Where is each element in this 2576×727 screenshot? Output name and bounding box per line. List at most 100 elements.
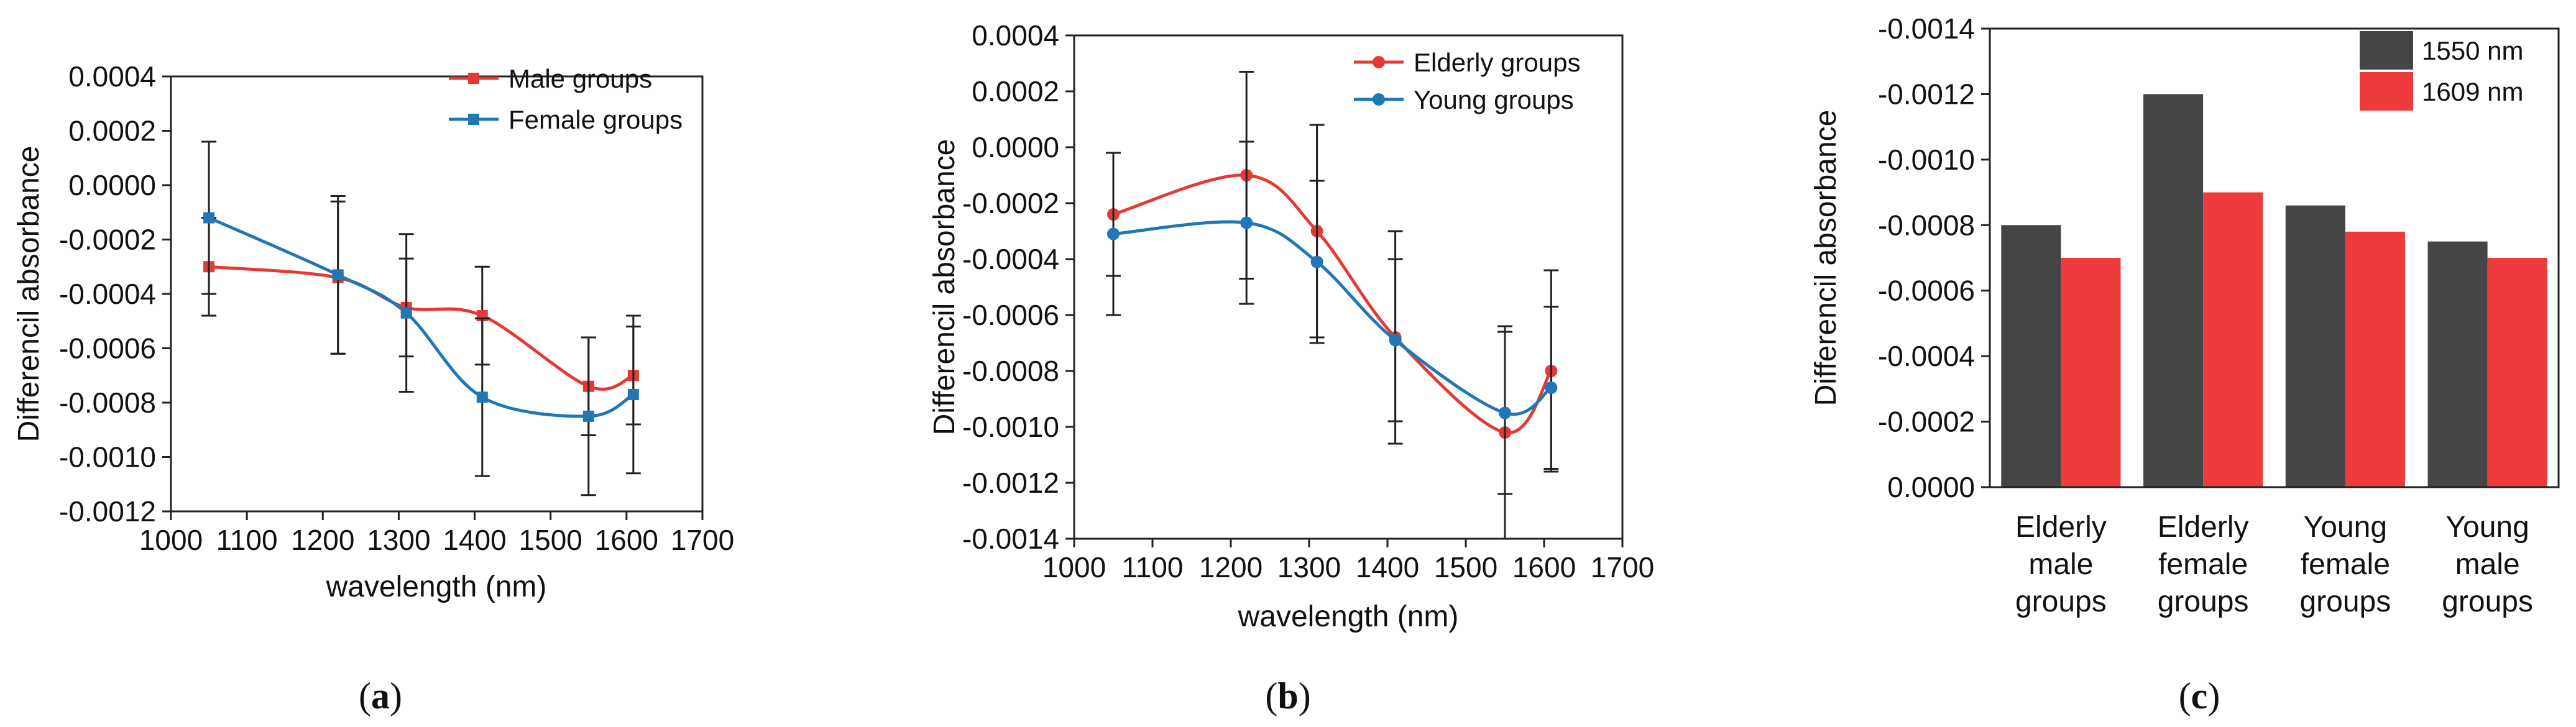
panel-a-y-tick-label: 0.0000 [68, 169, 156, 201]
panel-b-x-tick-label: 1100 [1122, 551, 1184, 583]
panel-c-ylabel: Differencil absorbance [1810, 110, 1842, 406]
panel-a-data-point [400, 307, 412, 319]
panel-a-y-tick-label: -0.0004 [59, 278, 156, 310]
panel-c-bar [2345, 231, 2405, 487]
panel-b-x-tick-label: 1400 [1356, 551, 1419, 583]
panel-c-caption-open: ( [2179, 675, 2191, 716]
panel-a-x-tick-label: 1600 [595, 524, 658, 556]
panel-b-plot-frame [1073, 34, 1624, 540]
panel-b-legend-label-0: Elderly groups [1414, 48, 1580, 77]
panel-c-bar [2143, 94, 2204, 487]
panel-b-caption: (b) [1265, 675, 1310, 716]
panel-a-x-ticks: 1000 1100 1200 1300 1400 1500 1600 1700 [139, 511, 734, 556]
panel-a-data-point [627, 388, 639, 400]
panel-a-y-tick-label: -0.0002 [59, 224, 156, 256]
panel-b-y-tick-label: 0.0002 [972, 75, 1059, 107]
panel-a-y-tick-label: 0.0004 [68, 60, 156, 93]
panel-c-caption-close: ) [2207, 675, 2220, 716]
panel-b-legend: Elderly groups Young groups [1354, 48, 1580, 114]
panel-a-y-ticks: -0.0012 -0.0010 -0.0008 -0.0006 -0.0004 -0.00… [59, 60, 171, 528]
panel-b-data-point [1310, 255, 1323, 268]
panel-b-y-tick-label: 0.0000 [972, 131, 1059, 163]
panel-b-x-tick-label: 1000 [1042, 551, 1106, 583]
panel-a-y-tick-label: -0.0012 [59, 495, 156, 528]
panel-b-y-tick-label: -0.0004 [962, 243, 1059, 275]
panel-c-category-label: female [2158, 548, 2248, 581]
panel-b-caption-open: ( [1265, 675, 1277, 716]
panel-c-y-tick-label: -0.0012 [1878, 78, 1975, 110]
panel-b-legend-label-1: Young groups [1414, 85, 1574, 114]
panel-b-y-tick-label: 0.0004 [972, 19, 1059, 52]
panel-c-caption-letter: c [2191, 675, 2208, 716]
panel-a-x-tick-label: 1300 [367, 524, 430, 556]
panel-b-x-tick-label: 1600 [1512, 551, 1576, 583]
panel-a-series [201, 140, 641, 496]
panel-c-category-label: female [2301, 548, 2390, 581]
panel-b-series-line-0 [1113, 173, 1553, 434]
panel-c-category-label: groups [2299, 585, 2391, 618]
panel-b-y-tick-label: -0.0002 [962, 187, 1059, 219]
panel-a-legend-marker-0 [468, 73, 479, 84]
panel-b-data-point [1107, 227, 1120, 240]
panel-a-x-tick-label: 1400 [443, 524, 506, 556]
panel-a-legend: Male groups Female groups [449, 64, 683, 134]
panel-a-x-tick-label: 1500 [519, 524, 582, 556]
panel-a-data-point [582, 410, 594, 422]
panel-c-caption: (c) [2179, 675, 2220, 716]
panel-a-series-line-1 [208, 216, 635, 418]
panel-c-legend-swatch-1 [2360, 72, 2413, 111]
panel-a-y-tick-label: -0.0006 [59, 332, 156, 365]
panel-c-category-label: male [2455, 548, 2520, 581]
panel-c-legend: 1550 nm 1609 nm [2360, 31, 2523, 111]
panel-b-data-point [1240, 216, 1253, 229]
panel-a-x-tick-label: 1100 [216, 524, 278, 556]
panel-b-legend-marker-1 [1373, 93, 1385, 106]
panel-c-y-tick-label: -0.0002 [1878, 406, 1975, 438]
panel-b-series [1106, 71, 1559, 540]
panel-c-y-ticks: 0.0000 -0.0002 -0.0004 -0.0006 -0.0008 -0.001… [1878, 12, 1990, 503]
panel-c-bar [2427, 241, 2488, 487]
panel-b-x-tick-label: 1500 [1434, 551, 1497, 583]
panel-a-plot-frame [170, 75, 704, 513]
panel-c-x-labels: Elderly male groups Elderly female groups Youn… [2015, 511, 2533, 618]
panel-a-y-tick-label: 0.0002 [68, 115, 156, 147]
panel-b-data-point [1499, 406, 1511, 419]
panel-c-category-label: Elderly [2015, 511, 2107, 544]
panel-c-bar [2487, 258, 2547, 487]
panel-a-data-point [332, 269, 344, 281]
panel-a-y-tick-label: -0.0008 [59, 386, 156, 419]
panel-c-y-tick-label: -0.0008 [1878, 209, 1975, 241]
panel-b-y-tick-label: -0.0014 [962, 523, 1059, 555]
panel-b-y-tick-label: -0.0010 [962, 411, 1059, 443]
panel-b-chart: -0.0014 -0.0012 -0.0010 -0.0008 -0.0006 -0.00… [928, 19, 1654, 633]
panel-b-y-tick-label: -0.0008 [962, 355, 1059, 387]
panel-b-caption-letter: b [1277, 675, 1298, 716]
panel-b-ylabel: Differencil absorbance [928, 139, 961, 436]
panel-c-bar [2061, 258, 2121, 487]
panel-c-bar [2203, 192, 2263, 487]
panel-a-legend-label-0: Male groups [508, 64, 652, 93]
panel-a-data-point [203, 212, 215, 224]
panel-c-bar [2001, 225, 2061, 487]
panel-c-chart: 0.0000 -0.0002 -0.0004 -0.0006 -0.0008 -0.001… [1810, 12, 2560, 618]
panel-c-category-label: groups [2158, 585, 2249, 618]
panel-c-category-label: Young [2445, 511, 2529, 544]
panel-c-bars [2001, 94, 2547, 487]
panel-a-y-tick-label: -0.0010 [59, 441, 156, 473]
panel-a-x-tick-label: 1200 [291, 524, 354, 556]
panel-c-legend-swatch-0 [2360, 31, 2413, 70]
panel-b-y-tick-label: -0.0006 [962, 299, 1059, 331]
panel-c-y-tick-label: -0.0014 [1878, 12, 1975, 45]
panel-c-category-label: Elderly [2158, 511, 2249, 544]
panel-c-category-label: groups [2015, 585, 2107, 618]
panel-a-x-tick-label: 1000 [139, 524, 203, 556]
panel-b-y-tick-label: -0.0012 [962, 467, 1059, 499]
panel-c-category-label: groups [2442, 585, 2533, 618]
panel-c-category-label: Young [2304, 511, 2387, 544]
panel-b-x-tick-label: 1300 [1277, 551, 1341, 583]
panel-c-y-tick-label: 0.0000 [1887, 471, 1975, 503]
panel-b-data-point [1545, 382, 1558, 394]
panel-a-data-point [476, 391, 488, 403]
panel-a-x-tick-label: 1700 [671, 524, 734, 556]
